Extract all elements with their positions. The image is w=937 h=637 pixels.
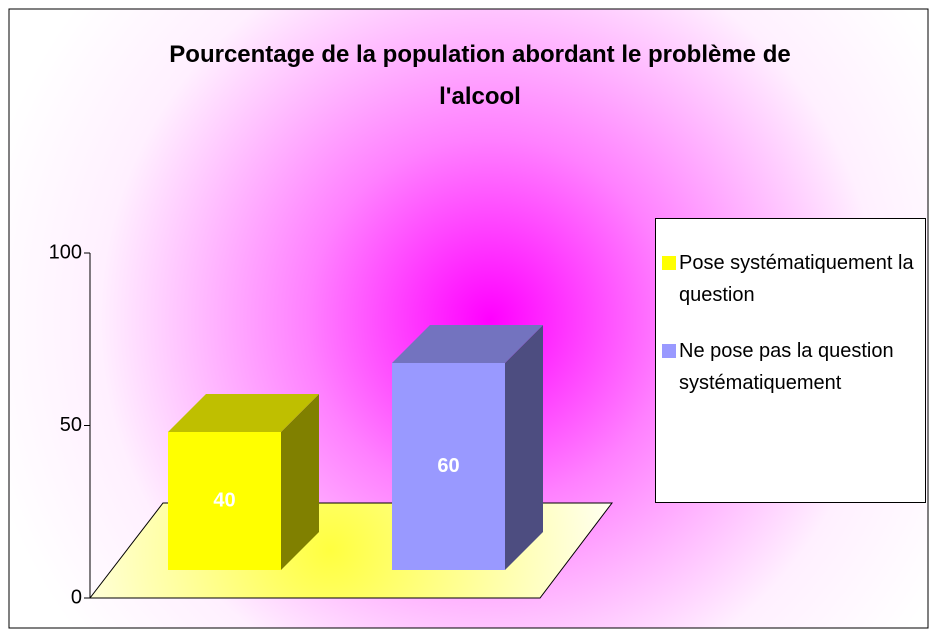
- legend-label: Pose systématiquement la question: [679, 252, 914, 306]
- legend: Pose systématiquement la question Ne pose…: [655, 218, 926, 503]
- y-tick-label: 50: [60, 414, 82, 436]
- bar: [168, 432, 281, 570]
- bar-side: [281, 394, 319, 570]
- legend-entry: Ne pose pas la question systématiquement: [662, 335, 921, 399]
- bar: [392, 363, 505, 570]
- legend-swatch: [662, 344, 676, 358]
- bar-side: [505, 325, 543, 570]
- legend-entry: Pose systématiquement la question: [662, 247, 921, 311]
- data-label: 40: [213, 489, 235, 511]
- y-tick-label: 0: [71, 586, 82, 608]
- legend-swatch: [662, 256, 676, 270]
- bar-top: [168, 394, 319, 432]
- y-tick-label: 100: [49, 241, 82, 263]
- data-label: 60: [437, 455, 459, 477]
- legend-label: Ne pose pas la question systématiquement: [679, 340, 894, 394]
- chart-title: Pourcentage de la population abordant le…: [169, 41, 791, 110]
- bar-top: [392, 325, 543, 363]
